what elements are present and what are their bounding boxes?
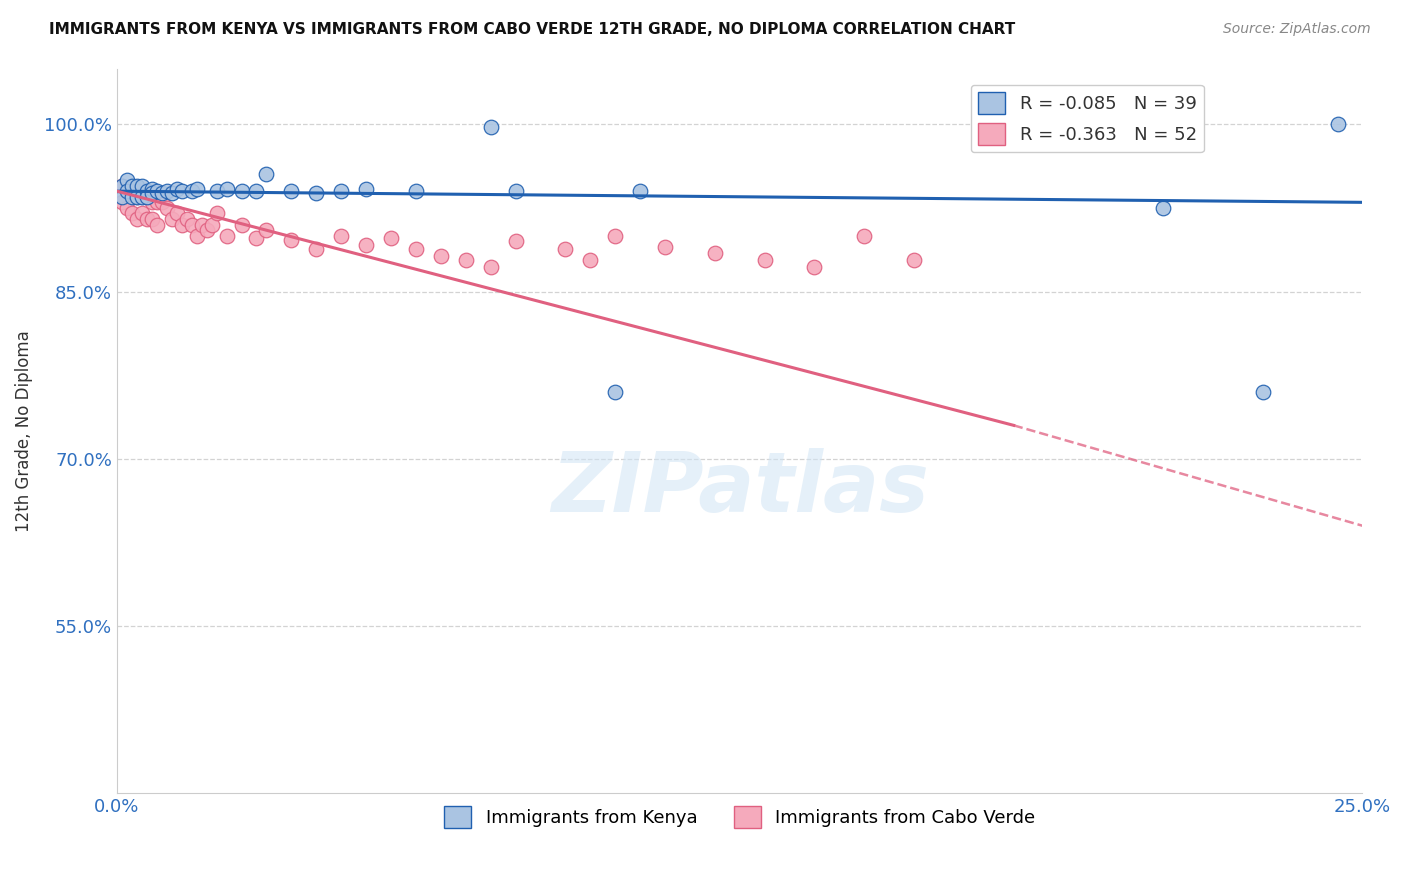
Point	[231, 218, 253, 232]
Point	[380, 231, 402, 245]
Point	[215, 182, 238, 196]
Point	[150, 186, 173, 201]
Point	[146, 195, 169, 210]
Point	[280, 233, 302, 247]
Point	[135, 190, 157, 204]
Point	[1251, 384, 1274, 399]
Point	[186, 182, 208, 196]
Point	[330, 228, 353, 243]
Point	[305, 186, 328, 201]
Point	[579, 253, 602, 268]
Point	[131, 190, 153, 204]
Point	[554, 242, 576, 256]
Point	[803, 260, 825, 274]
Point	[115, 184, 138, 198]
Point	[146, 184, 169, 198]
Point	[180, 184, 202, 198]
Point	[605, 384, 627, 399]
Point	[254, 168, 277, 182]
Point	[254, 223, 277, 237]
Text: ZIPatlas: ZIPatlas	[551, 449, 928, 530]
Text: Source: ZipAtlas.com: Source: ZipAtlas.com	[1223, 22, 1371, 37]
Point	[190, 218, 212, 232]
Point	[131, 178, 153, 193]
Point	[160, 212, 183, 227]
Point	[703, 245, 725, 260]
Point	[131, 206, 153, 220]
Point	[121, 190, 143, 204]
Point	[141, 195, 163, 210]
Point	[245, 231, 267, 245]
Point	[454, 253, 477, 268]
Point	[111, 178, 134, 193]
Point	[141, 182, 163, 196]
Point	[205, 206, 228, 220]
Point	[305, 242, 328, 256]
Point	[479, 260, 502, 274]
Text: IMMIGRANTS FROM KENYA VS IMMIGRANTS FROM CABO VERDE 12TH GRADE, NO DIPLOMA CORRE: IMMIGRANTS FROM KENYA VS IMMIGRANTS FROM…	[49, 22, 1015, 37]
Point	[121, 206, 143, 220]
Point	[354, 237, 377, 252]
Point	[605, 228, 627, 243]
Point	[141, 212, 163, 227]
Point	[654, 240, 676, 254]
Point	[430, 249, 453, 263]
Point	[754, 253, 776, 268]
Point	[628, 184, 651, 198]
Point	[125, 190, 148, 204]
Point	[405, 184, 427, 198]
Point	[156, 184, 179, 198]
Point	[121, 184, 143, 198]
Point	[115, 173, 138, 187]
Point	[111, 195, 134, 210]
Point	[853, 228, 876, 243]
Point	[166, 206, 188, 220]
Point	[135, 190, 157, 204]
Point	[141, 186, 163, 201]
Point	[186, 228, 208, 243]
Point	[245, 184, 267, 198]
Point	[160, 186, 183, 201]
Point	[215, 228, 238, 243]
Point	[156, 201, 179, 215]
Point	[505, 235, 527, 249]
Point	[195, 223, 218, 237]
Point	[131, 184, 153, 198]
Point	[505, 184, 527, 198]
Point	[1326, 117, 1348, 131]
Point	[115, 184, 138, 198]
Point	[479, 120, 502, 134]
Point	[111, 190, 134, 204]
Point	[135, 184, 157, 198]
Point	[125, 212, 148, 227]
Point	[903, 253, 925, 268]
Point	[135, 212, 157, 227]
Point	[166, 182, 188, 196]
Point	[111, 178, 134, 193]
Point	[330, 184, 353, 198]
Point	[280, 184, 302, 198]
Point	[121, 178, 143, 193]
Point	[170, 184, 193, 198]
Y-axis label: 12th Grade, No Diploma: 12th Grade, No Diploma	[15, 330, 32, 532]
Point	[146, 218, 169, 232]
Legend: Immigrants from Kenya, Immigrants from Cabo Verde: Immigrants from Kenya, Immigrants from C…	[437, 798, 1042, 835]
Point	[150, 195, 173, 210]
Point	[170, 218, 193, 232]
Point	[201, 218, 224, 232]
Point	[1152, 201, 1174, 215]
Point	[115, 201, 138, 215]
Point	[354, 182, 377, 196]
Point	[125, 190, 148, 204]
Point	[125, 178, 148, 193]
Point	[405, 242, 427, 256]
Point	[231, 184, 253, 198]
Point	[205, 184, 228, 198]
Point	[176, 212, 198, 227]
Point	[180, 218, 202, 232]
